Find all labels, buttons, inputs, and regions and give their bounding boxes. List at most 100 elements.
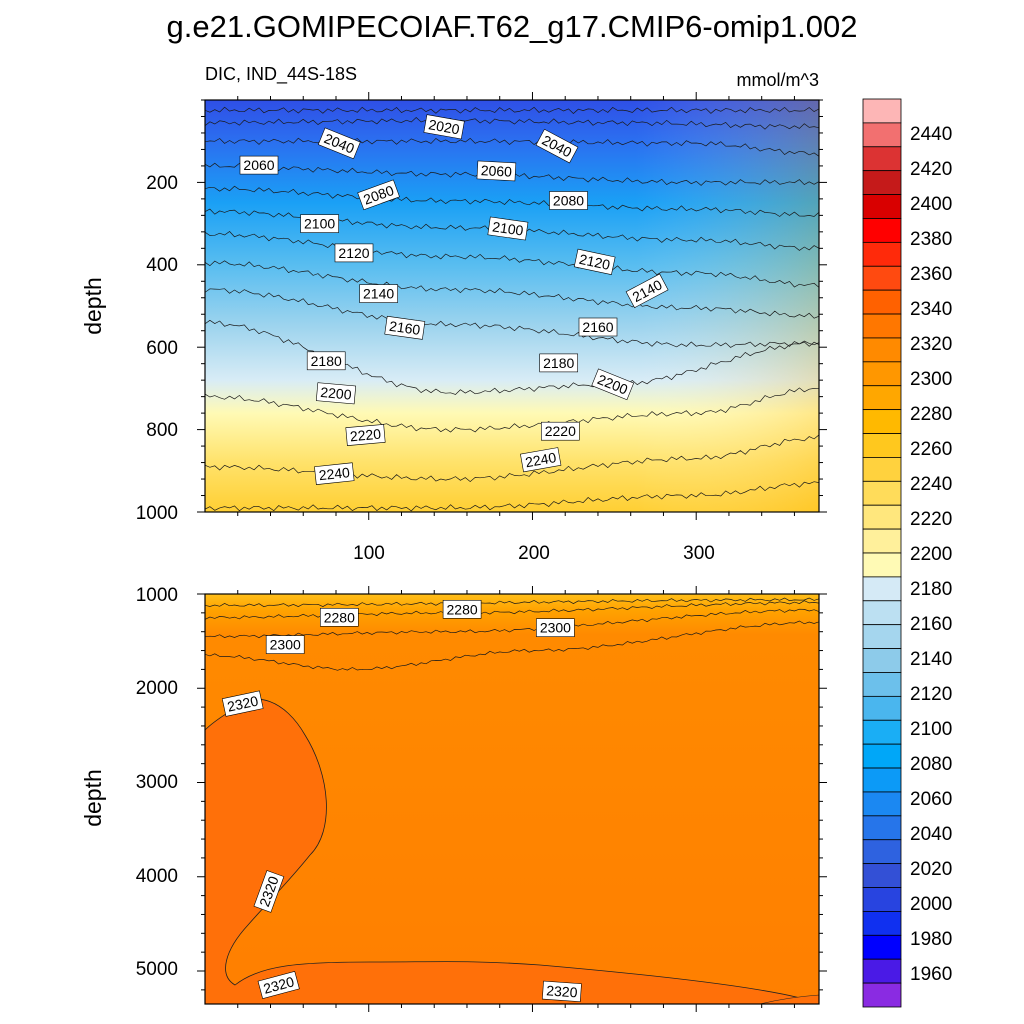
contour-label-box bbox=[423, 114, 465, 140]
xtick-300: 300 bbox=[683, 543, 715, 564]
contour-line-2290 bbox=[205, 608, 819, 639]
contour-line-2040 bbox=[205, 117, 819, 130]
upper-ytick-1000: 1000 bbox=[136, 503, 178, 524]
colorbar-box bbox=[862, 600, 902, 626]
colorbar-box bbox=[862, 528, 902, 554]
upper-panel-field-shade bbox=[205, 100, 819, 512]
contour-line-2220 bbox=[205, 387, 819, 433]
contour-label-box bbox=[536, 618, 575, 638]
lower-ylabel: depth bbox=[80, 769, 106, 827]
contour-label-2240: 2240 bbox=[314, 462, 355, 485]
colorbar-label-2240: 2240 bbox=[910, 474, 952, 495]
contour-label-2100: 2100 bbox=[300, 214, 339, 233]
contour-label-box bbox=[539, 353, 579, 373]
contour-label-2240: 2240 bbox=[520, 447, 562, 473]
colorbar-box bbox=[862, 385, 902, 411]
colorbar-label-2000: 2000 bbox=[910, 894, 952, 915]
contour-label-box bbox=[265, 635, 305, 654]
contour-label-text: 2100 bbox=[491, 218, 524, 238]
colorbar-box bbox=[862, 218, 902, 243]
upper-ylabel: depth bbox=[80, 277, 106, 335]
colorbar-box bbox=[862, 839, 902, 865]
colorbar-box bbox=[862, 361, 902, 387]
contour-label-2100: 2100 bbox=[487, 216, 529, 241]
colorbar-box bbox=[862, 170, 902, 195]
contour-label-2060: 2060 bbox=[239, 155, 279, 175]
colorbar-label-2380: 2380 bbox=[910, 229, 952, 250]
colorbar-box bbox=[862, 934, 902, 960]
contour-label-2200: 2200 bbox=[315, 382, 357, 405]
lower-ytick-3000: 3000 bbox=[136, 772, 178, 793]
colorbar-box bbox=[862, 457, 902, 482]
contour-label-text: 2140 bbox=[363, 286, 394, 302]
colorbar-box bbox=[862, 672, 902, 697]
colorbar-box bbox=[862, 767, 902, 793]
colorbar-label-2440: 2440 bbox=[910, 124, 952, 145]
colorbar-label-2340: 2340 bbox=[910, 299, 952, 320]
contour-label-box bbox=[239, 155, 279, 175]
colorbar-box bbox=[862, 815, 902, 841]
colorbar-box bbox=[862, 480, 902, 506]
contour-label-box bbox=[535, 128, 579, 164]
colorbar-label-2400: 2400 bbox=[910, 194, 952, 215]
contour-label-box bbox=[541, 980, 582, 1003]
contour-label-box bbox=[540, 421, 580, 441]
colorbar-label-1960: 1960 bbox=[910, 964, 952, 985]
lower-contour-lines bbox=[205, 597, 819, 671]
chart-title: g.e21.GOMIPECOIAF.T62_g17.CMIP6-omip1.00… bbox=[167, 9, 858, 44]
contour-label-2180: 2180 bbox=[539, 353, 579, 373]
contour-label-text: 2320 bbox=[546, 982, 578, 1000]
colorbar-box bbox=[862, 146, 902, 172]
contour-label-box bbox=[315, 382, 357, 405]
contour-label-box bbox=[476, 160, 517, 182]
variable-label: DIC, IND_44S-18S bbox=[205, 64, 357, 85]
contour-line-2060 bbox=[205, 137, 819, 157]
contour-label-box bbox=[314, 462, 355, 485]
contour-label-2180: 2180 bbox=[306, 351, 346, 371]
contour-label-2160: 2160 bbox=[384, 315, 426, 340]
colorbar-box bbox=[862, 791, 902, 817]
colorbar-label-2020: 2020 bbox=[910, 859, 952, 880]
colorbar-box bbox=[862, 504, 902, 530]
colorbar-label-2300: 2300 bbox=[910, 369, 952, 390]
contour-line-2100 bbox=[205, 185, 819, 217]
contour-label-box bbox=[300, 214, 339, 233]
colorbar-box bbox=[862, 552, 902, 578]
contour-line-2260 bbox=[205, 481, 819, 512]
contour-label-text: 2280 bbox=[324, 609, 355, 625]
colorbar-label-2360: 2360 bbox=[910, 264, 952, 285]
contour-label-box bbox=[573, 248, 616, 276]
contour-label-box bbox=[549, 191, 588, 210]
colorbar-label-2120: 2120 bbox=[910, 684, 952, 705]
contour-label-2080: 2080 bbox=[549, 191, 588, 210]
contour-label-text: 2220 bbox=[545, 423, 576, 439]
contour-line-2160 bbox=[205, 260, 819, 319]
contour-label-text: 2060 bbox=[243, 157, 274, 173]
colorbar-box bbox=[862, 433, 902, 458]
contour-label-text: 2280 bbox=[447, 601, 478, 617]
colorbar-labels: 2440 2420 2400 2380 2360 2340 2320 2300 … bbox=[910, 124, 952, 985]
contour-line-2240 bbox=[205, 434, 819, 483]
contour-label-box bbox=[591, 368, 635, 401]
colorbar-box bbox=[862, 313, 902, 339]
upper-ytick-400: 400 bbox=[146, 255, 178, 276]
colorbar bbox=[862, 98, 902, 1008]
colorbar-box bbox=[862, 289, 902, 315]
colorbar-box bbox=[862, 576, 902, 602]
contour-label-2300: 2300 bbox=[536, 618, 575, 638]
contour-label-text: 2060 bbox=[480, 162, 512, 180]
colorbar-label-2280: 2280 bbox=[910, 404, 952, 425]
colorbar-box bbox=[862, 911, 902, 936]
contour-label-text: 2160 bbox=[388, 318, 421, 338]
colorbar-label-2080: 2080 bbox=[910, 754, 952, 775]
contour-label-text: 2320 bbox=[262, 973, 296, 997]
lower-ytick-5000: 5000 bbox=[136, 959, 178, 980]
contour-label-2020: 2020 bbox=[423, 114, 465, 140]
contour-label-box bbox=[520, 447, 562, 473]
contour-line-2200 bbox=[205, 319, 819, 395]
units-label: mmol/m^3 bbox=[737, 70, 819, 90]
contour-label-2320: 2320 bbox=[257, 971, 300, 999]
contour-label-text: 2180 bbox=[543, 355, 574, 371]
